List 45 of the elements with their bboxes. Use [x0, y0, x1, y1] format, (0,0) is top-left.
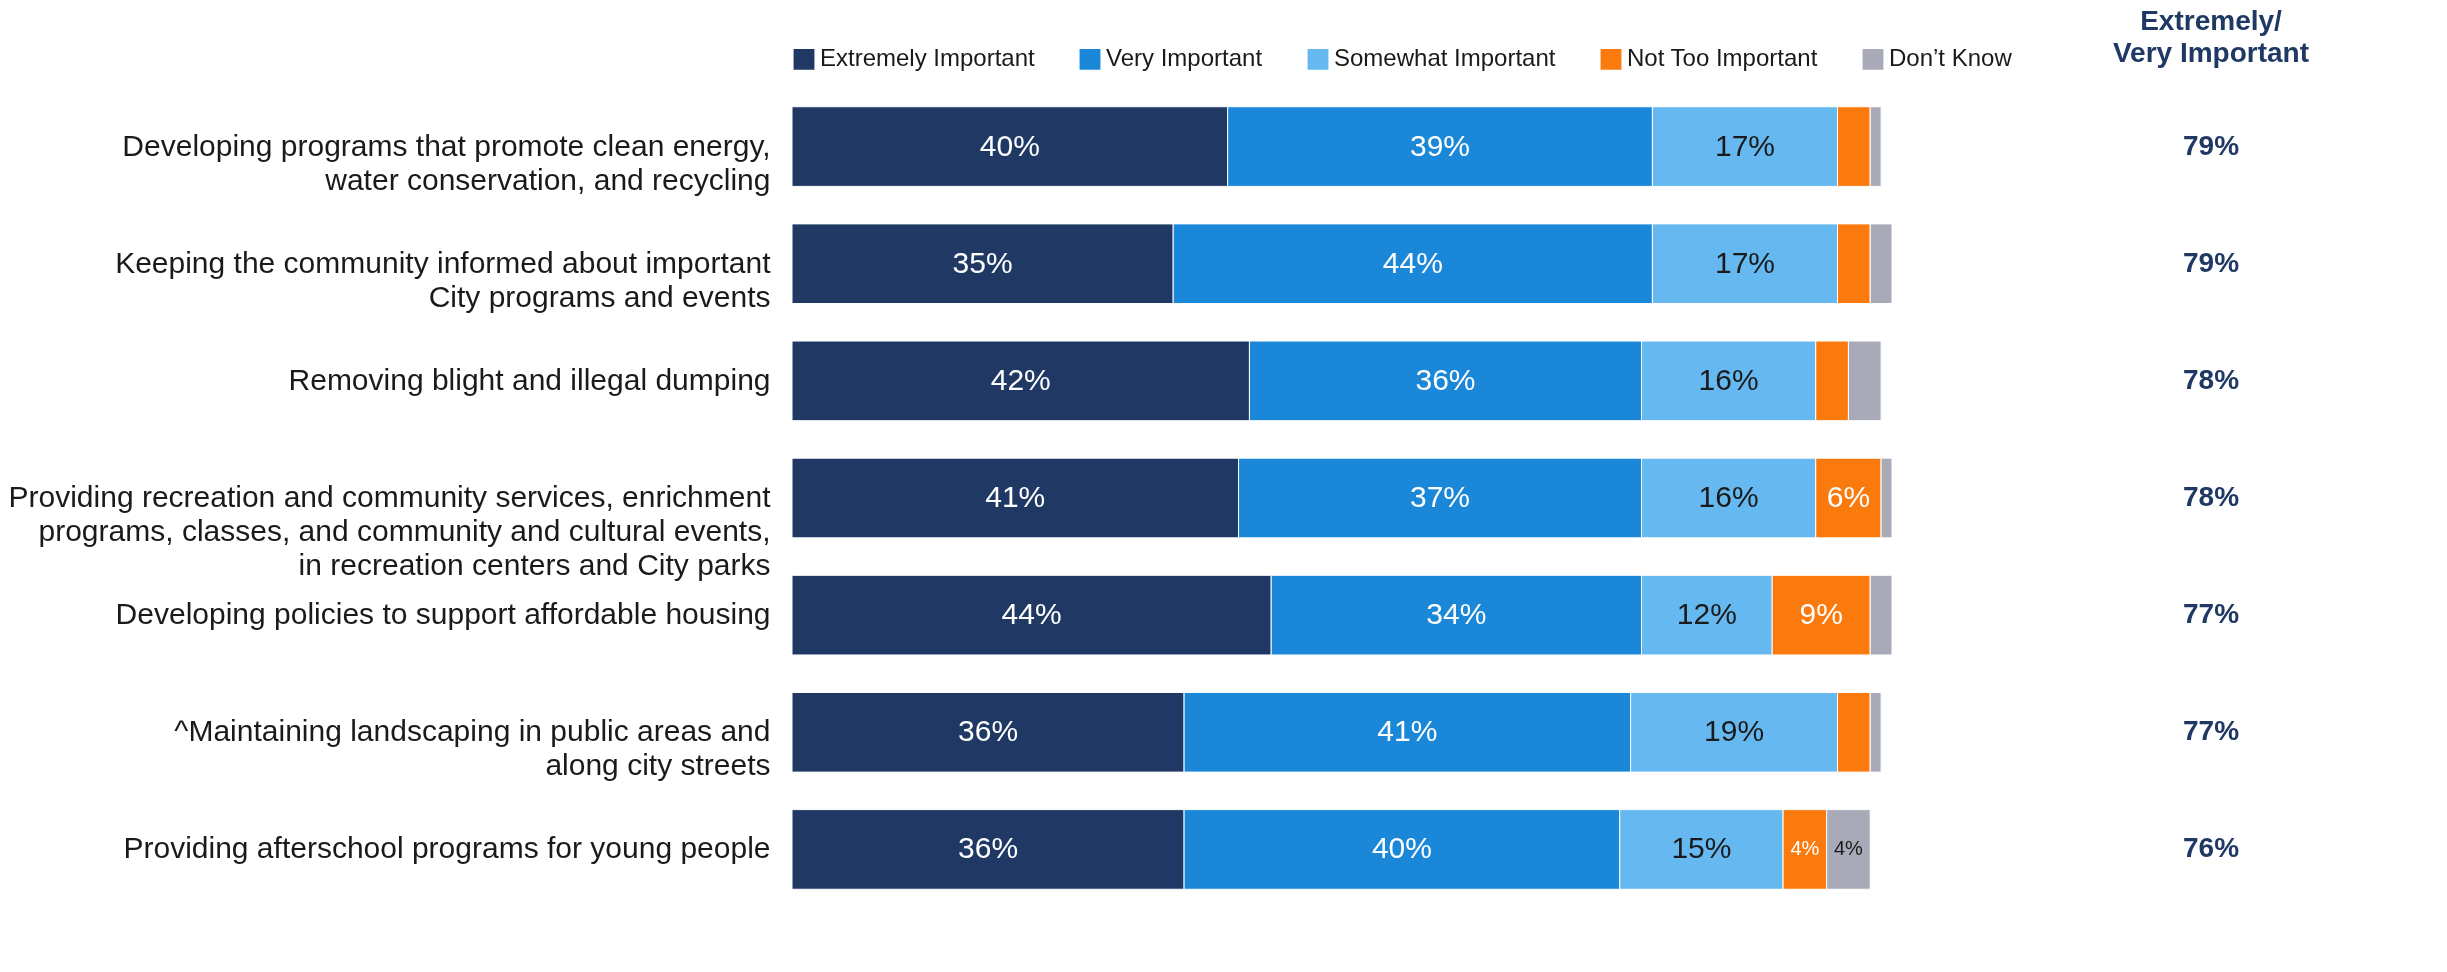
- data-label: 44%: [1382, 245, 1443, 279]
- data-label: 36%: [1415, 362, 1476, 396]
- data-label: 40%: [979, 128, 1040, 162]
- data-label: 6%: [1826, 480, 1871, 513]
- text: 79%: [2182, 129, 2240, 161]
- legend-label: Somewhat Important: [1334, 44, 1556, 72]
- text: 77%: [2182, 598, 2240, 630]
- legend-label: Very Important: [1106, 44, 1263, 72]
- data-label: 41%: [985, 480, 1046, 513]
- text: 78%: [2182, 363, 2240, 395]
- y-tick-label: Developing policies to support affordable housing: [115, 597, 771, 631]
- legend-label: Extremely Important: [820, 44, 1036, 72]
- y-tick-label: Removing blight and illegal dumping: [288, 362, 771, 396]
- data-label: 37%: [1410, 480, 1471, 513]
- legend-label: Not Too Important: [1627, 44, 1818, 72]
- data-label: 39%: [1410, 128, 1471, 162]
- data-label: 35%: [952, 245, 1013, 279]
- data-label: 36%: [958, 831, 1019, 865]
- data-label: 44%: [1001, 597, 1062, 631]
- legend-label: Don’t Know: [1889, 44, 2013, 72]
- y-tick-label: Developing programs that promote clean energy, water conservation, and recycling: [122, 128, 771, 196]
- y-tick-label: ^Maintaining landscaping in public areas and along city streets: [174, 714, 771, 782]
- y-tick-label: Providing afterschool programs for young people: [123, 831, 771, 865]
- data-label: 36%: [958, 714, 1019, 748]
- y-tick-label: Providing recreation and community services, enrichment programs, classes, and community and cultural events, in recreation centers and City parks: [8, 480, 772, 581]
- data-label: 16%: [1698, 362, 1759, 396]
- data-label: 19%: [1704, 714, 1765, 748]
- data-label: 4%: [1833, 837, 1864, 860]
- data-label: 16%: [1698, 480, 1759, 513]
- data-label: 4%: [1790, 837, 1820, 860]
- data-label: 17%: [1714, 245, 1775, 279]
- data-label: 42%: [990, 362, 1051, 396]
- y-tick-label: Keeping the community informed about important City programs and events: [115, 245, 772, 313]
- data-label: 17%: [1714, 128, 1775, 162]
- data-label: 34%: [1426, 597, 1487, 631]
- data-label: 40%: [1371, 831, 1432, 865]
- data-label: 12%: [1676, 597, 1737, 631]
- text: 79%: [2182, 246, 2240, 278]
- data-label: 41%: [1377, 714, 1438, 748]
- text: 77%: [2182, 715, 2240, 747]
- data-label: 15%: [1671, 831, 1732, 865]
- text: 76%: [2182, 832, 2240, 864]
- text: 78%: [2182, 481, 2240, 512]
- data-label: 9%: [1799, 597, 1843, 631]
- text: Extremely/ Very Important: [2112, 5, 2310, 68]
